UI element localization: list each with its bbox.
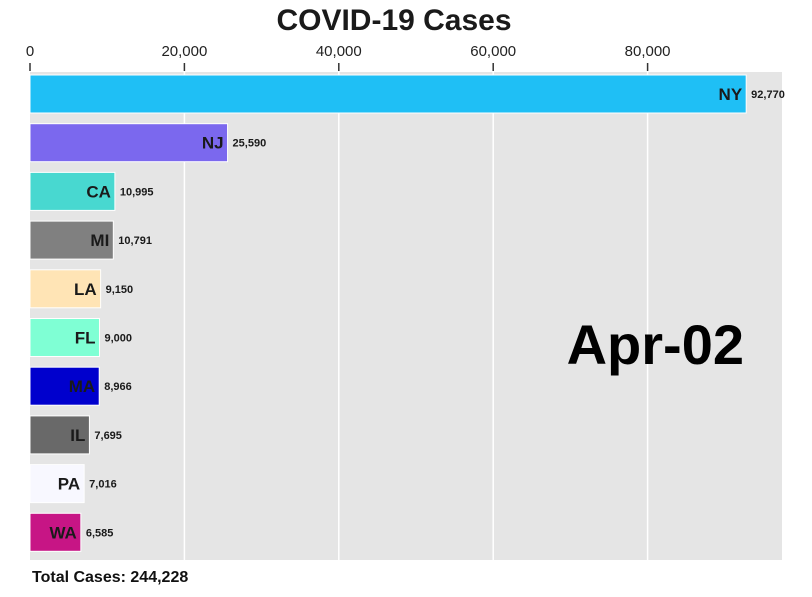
bar-category-label: CA [86,182,111,201]
bar-value-label: 10,995 [120,186,154,198]
bar-pa [29,464,85,504]
bar-category-label: IL [70,426,85,445]
bar-value-label: 92,770 [751,89,785,101]
bar-category-label: LA [74,280,97,299]
bar-value-label: 9,000 [104,333,132,345]
bar-wa [29,512,82,552]
bar-value-label: 25,590 [233,138,267,150]
bar-la [29,269,102,309]
bar-value-label: 9,150 [106,284,134,296]
bar-mi [29,220,114,260]
x-tick-label: 80,000 [625,43,671,60]
x-tick-label: 20,000 [161,43,207,60]
bar-category-label: NY [719,85,743,104]
bar-category-label: WA [49,523,76,542]
bar-value-label: 8,966 [104,381,132,393]
chart-title: COVID-19 Cases [276,4,511,37]
x-axis: 0 20,000 40,000 60,000 80,000 [26,43,671,71]
bar-category-label: MI [90,231,109,250]
bar-ny [29,74,747,114]
bars: NY 92,770 NJ 25,590 CA 10,995 MI 10,791 LA 9,150 F… [29,74,785,552]
bar-category-label: NJ [202,134,224,153]
bar-fl [29,318,100,357]
bar-value-label: 6,585 [86,527,114,539]
x-tick-label: 40,000 [316,43,362,60]
bar-category-label: MA [69,377,95,396]
date-label: Apr-02 [567,313,744,376]
bar-value-label: 10,791 [118,235,152,247]
bar-ca [29,171,116,211]
x-tick-label: 0 [26,43,34,60]
bar-category-label: PA [58,475,80,494]
bar-value-label: 7,695 [94,430,122,442]
x-tick-label: 60,000 [470,43,516,60]
bar-value-label: 7,016 [89,479,117,491]
bar-il [29,415,90,455]
bar-nj [29,123,229,163]
bar-ma [29,366,100,406]
bar-category-label: FL [75,329,96,348]
total-cases-label: Total Cases: 244,228 [32,569,188,586]
